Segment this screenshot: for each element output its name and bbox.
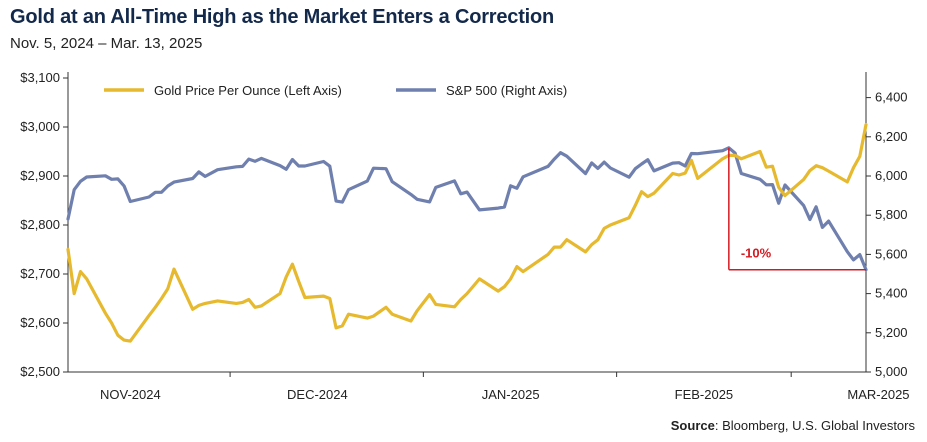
x-tick-label: MAR-2025	[847, 387, 909, 402]
gold-price-line	[66, 122, 868, 343]
x-tick-label: FEB-2025	[675, 387, 734, 402]
legend-sp500-label: S&P 500 (Right Axis)	[446, 83, 567, 98]
sp500-line	[66, 146, 868, 272]
left-tick-label: $3,000	[20, 119, 60, 134]
right-tick-label: 5,400	[875, 286, 908, 301]
axes: $2,500 $2,600 $2,700 $2,800 $2,900 $3,000 $3,1…	[20, 70, 909, 402]
chart-title: Gold at an All-Time High as the Market E…	[10, 6, 555, 28]
right-tick-label: 5,600	[875, 246, 908, 261]
right-tick-label: 5,200	[875, 325, 908, 340]
x-tick-label: JAN-2025	[482, 387, 540, 402]
right-tick-label: 6,400	[875, 90, 908, 105]
source-label: Source	[670, 418, 715, 433]
annotation-layer: -10%	[728, 147, 866, 271]
left-tick-label: $2,700	[20, 266, 60, 281]
right-tick-label: 5,000	[875, 364, 908, 379]
left-tick-label: $2,800	[20, 217, 60, 232]
chart-subtitle: Nov. 5, 2024 – Mar. 13, 2025	[10, 35, 203, 52]
legend-gold-label: Gold Price Per Ounce (Left Axis)	[154, 83, 342, 98]
left-tick-label: $2,500	[20, 364, 60, 379]
series-layer	[66, 122, 868, 343]
x-tick-label: NOV-2024	[100, 387, 161, 402]
legend: Gold Price Per Ounce (Left Axis) S&P 500 …	[104, 83, 567, 98]
right-tick-label: 6,000	[875, 168, 908, 183]
left-tick-label: $3,100	[20, 70, 60, 85]
left-tick-label: $2,600	[20, 315, 60, 330]
right-tick-label: 6,200	[875, 129, 908, 144]
left-tick-label: $2,900	[20, 168, 60, 183]
right-tick-label: 5,800	[875, 207, 908, 222]
drawdown-label: -10%	[741, 246, 772, 261]
x-tick-label: DEC-2024	[287, 387, 348, 402]
source-note: Source: Bloomberg, U.S. Global Investors	[671, 418, 915, 433]
source-text: : Bloomberg, U.S. Global Investors	[714, 418, 915, 433]
